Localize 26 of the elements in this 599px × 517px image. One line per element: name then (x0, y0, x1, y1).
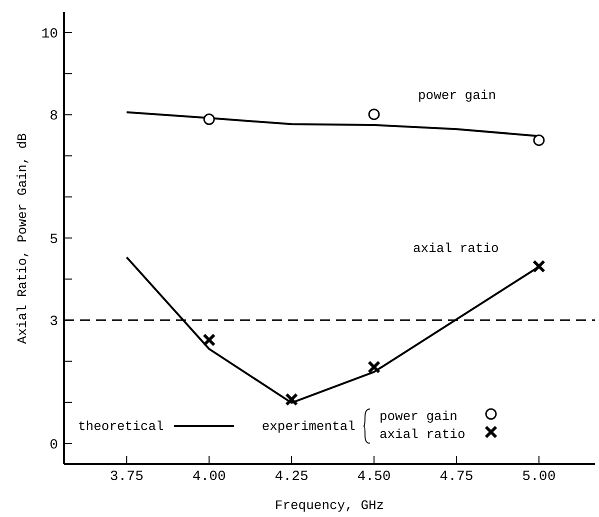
y-tick-label: 5 (50, 232, 58, 248)
point (368, 360, 381, 374)
point (533, 134, 545, 146)
point (368, 108, 380, 120)
x-axis-title: Frequency, GHz (274, 498, 384, 513)
point (285, 392, 298, 406)
y-axis-title: Axial Ratio, Power Gain, dB (14, 132, 30, 344)
point (203, 113, 215, 125)
annotation: axial ratio (413, 241, 499, 256)
legend-label: power gain (379, 408, 458, 426)
x-tick-label: 4.25 (274, 468, 308, 485)
point (532, 260, 546, 273)
legend-label: axial ratio (379, 426, 466, 444)
y-tick-label: 3 (50, 314, 58, 330)
legend-title: experimental (262, 418, 356, 434)
x-tick-label: 4.75 (440, 468, 474, 485)
point (202, 333, 216, 346)
annotation: power gain (418, 88, 496, 103)
y-tick-label: 8 (50, 108, 58, 125)
x-tick-label: 5.00 (522, 468, 556, 485)
legend-label: theoretical (78, 418, 164, 434)
x-tick-label: 4.00 (192, 468, 226, 485)
y-tick-label: 10 (41, 26, 58, 43)
x-tick-label: 3.75 (110, 468, 144, 485)
x-tick-label: 4.50 (357, 468, 391, 485)
y-tick-label: 0 (50, 437, 58, 454)
